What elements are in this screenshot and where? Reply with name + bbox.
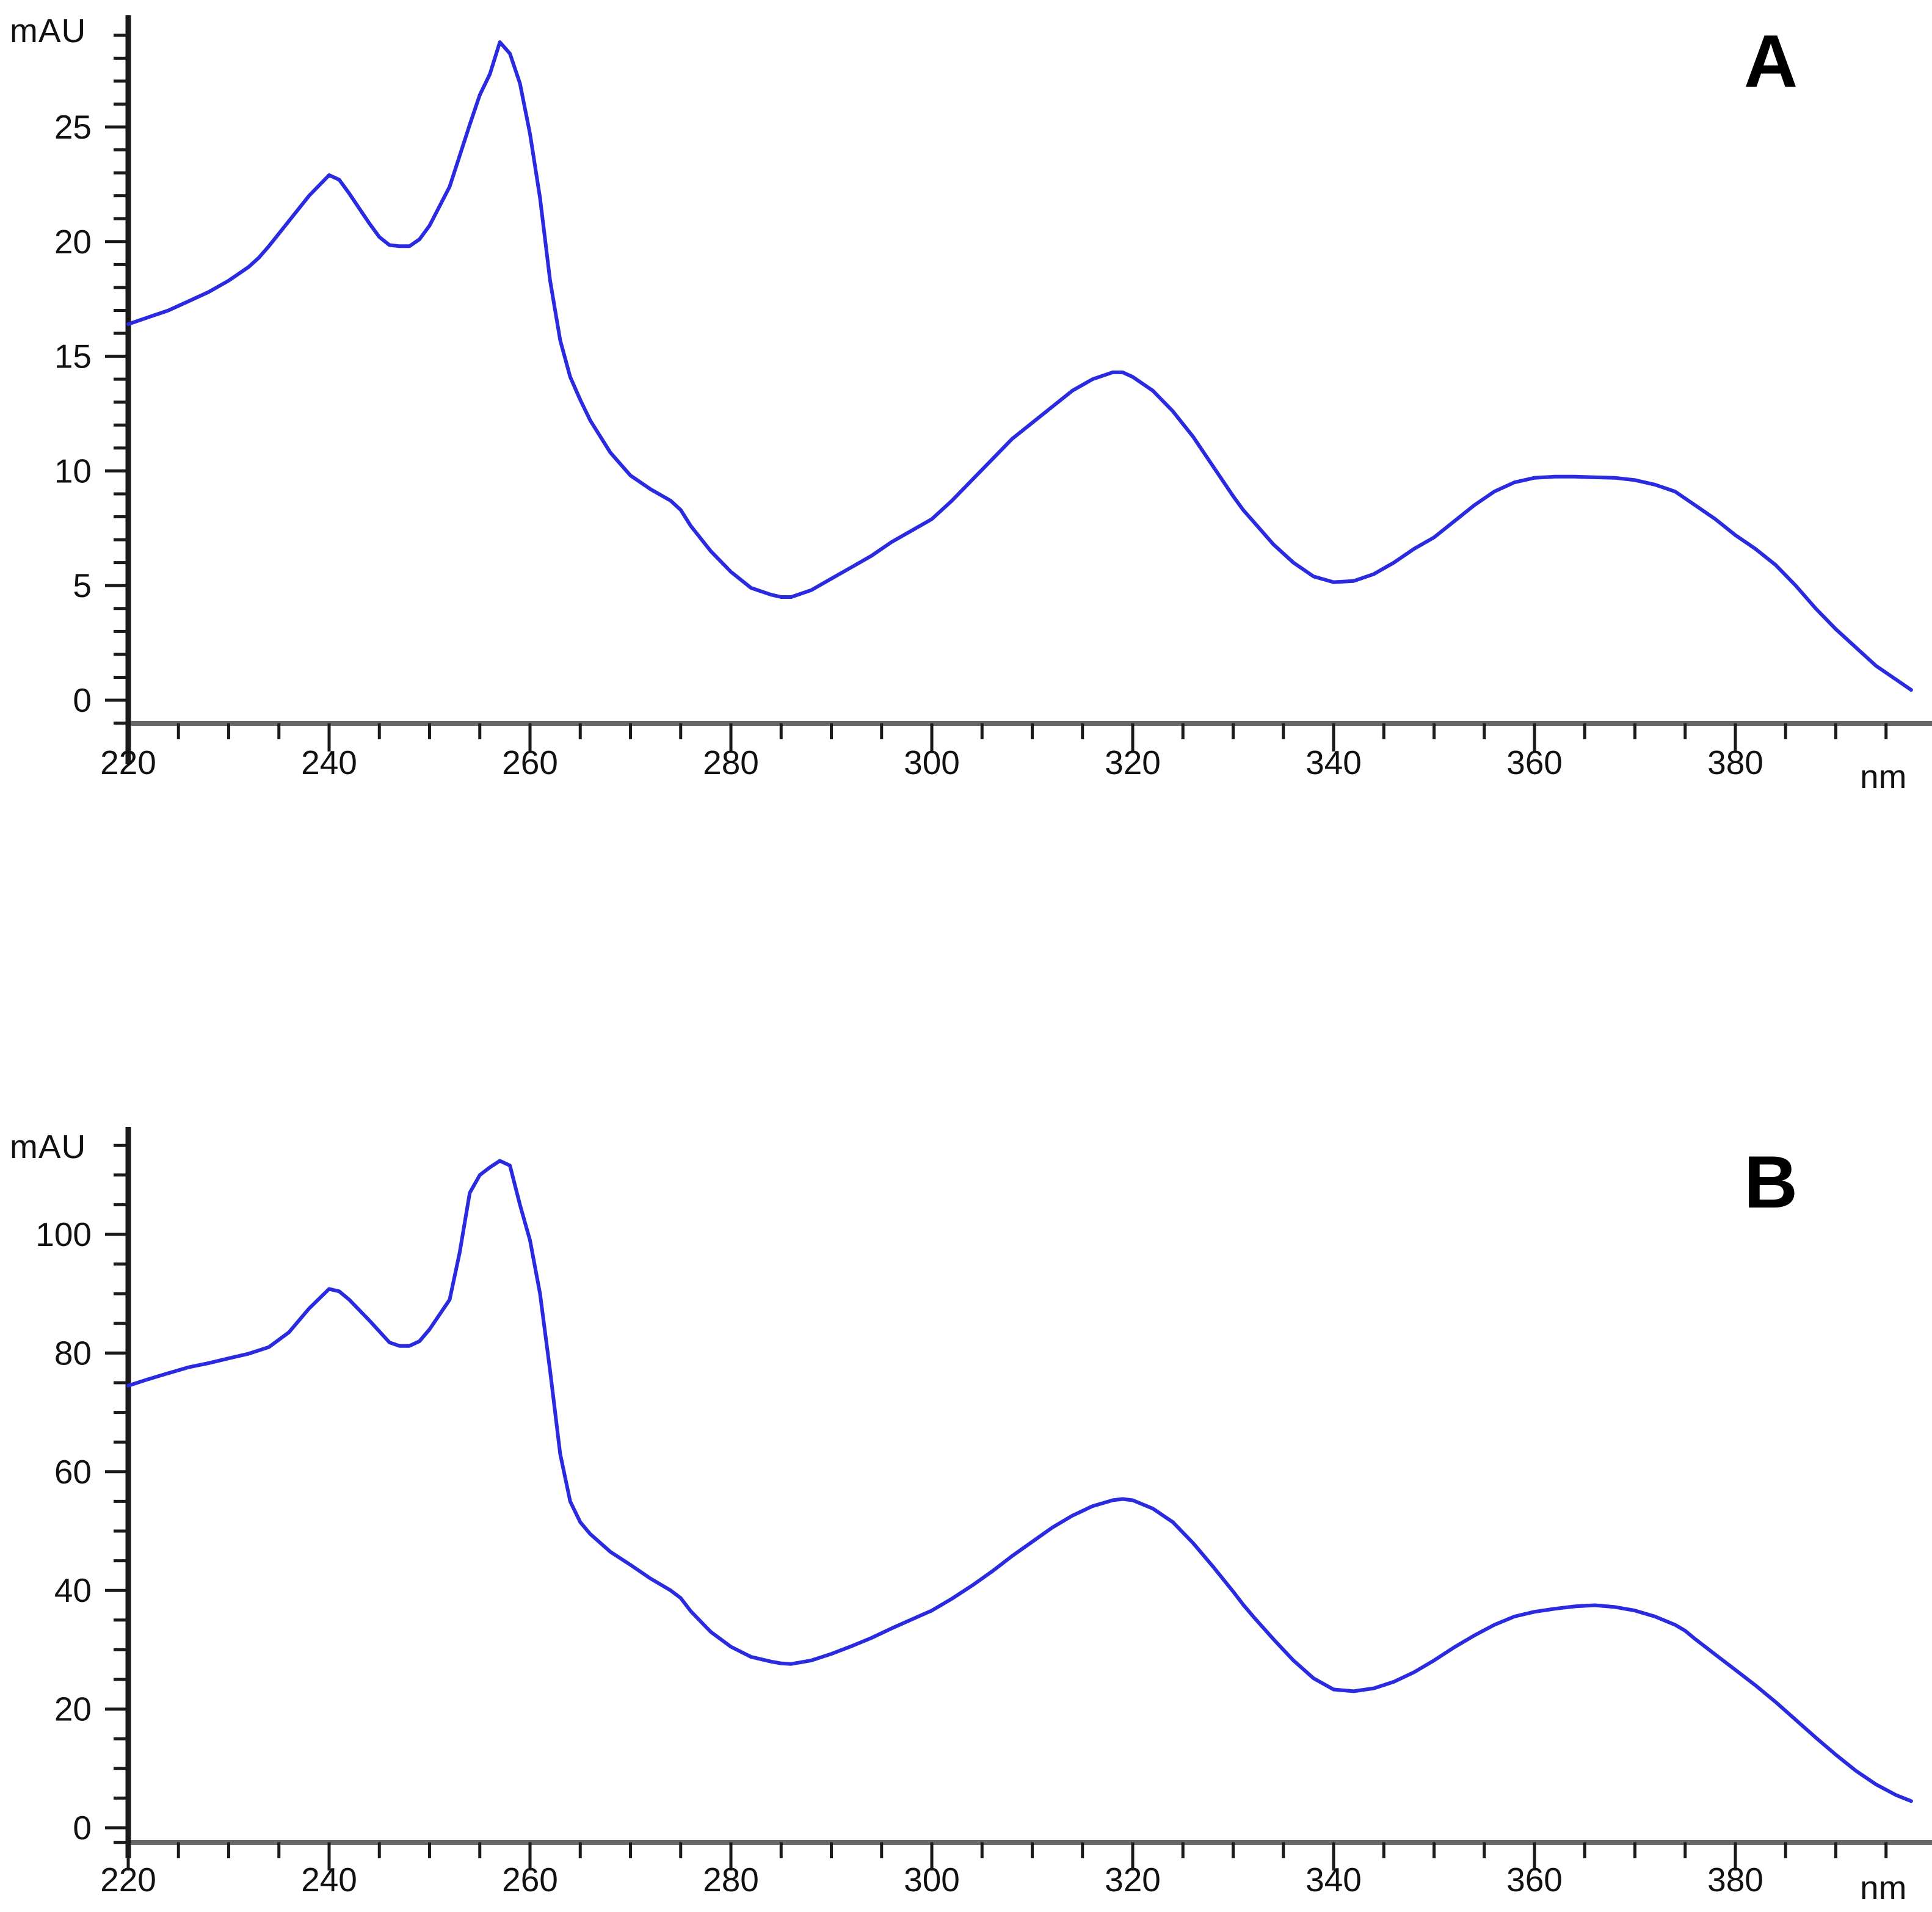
x-tick-label: 340 bbox=[1306, 744, 1362, 781]
x-tick-label: 260 bbox=[502, 744, 558, 781]
x-tick-label: 300 bbox=[904, 744, 960, 781]
spectrum-curve-b bbox=[126, 1159, 1913, 1803]
x-tick-label: 320 bbox=[1105, 744, 1161, 781]
y-tick-label: 0 bbox=[73, 681, 92, 719]
x-tick-label: 320 bbox=[1105, 1861, 1161, 1899]
y-tick-label: 60 bbox=[54, 1453, 92, 1491]
panel-label-b: B bbox=[1744, 1140, 1798, 1223]
x-tick-label: 360 bbox=[1506, 1861, 1563, 1899]
y-tick-label: 25 bbox=[54, 108, 92, 146]
x-tick-label: 220 bbox=[100, 1861, 156, 1899]
y-tick-label: 15 bbox=[54, 338, 92, 375]
x-tick-label: 300 bbox=[904, 1861, 960, 1899]
y-tick-label: 5 bbox=[73, 567, 92, 604]
x-tick-label: 220 bbox=[100, 744, 156, 781]
x-tick-label: 360 bbox=[1506, 744, 1563, 781]
spectrum-panel-a: 220 240 260 280 300 320 340 360 380 0 5 10 15 20 25 mA… bbox=[10, 12, 1932, 795]
x-axis-unit-label-b: nm bbox=[1860, 1869, 1907, 1907]
y-tick-label: 100 bbox=[35, 1215, 92, 1253]
x-tick-label: 260 bbox=[502, 1861, 558, 1899]
x-tick-label: 280 bbox=[703, 744, 759, 781]
x-axis-unit-label-a: nm bbox=[1860, 758, 1907, 795]
spectrum-plot-b: 220 240 260 280 300 320 340 360 380 0 20 40 60 80 100 bbox=[35, 1127, 1932, 1899]
x-tick-label: 380 bbox=[1707, 744, 1763, 781]
y-axis-unit-label-a: mAU bbox=[10, 12, 87, 49]
y-tick-label: 0 bbox=[73, 1809, 92, 1847]
panel-label-a: A bbox=[1744, 20, 1798, 103]
y-tick-label: 20 bbox=[54, 223, 92, 261]
spectrum-curve-a bbox=[126, 40, 1913, 692]
x-tick-label: 380 bbox=[1707, 1861, 1763, 1899]
spectrum-plot-a: 220 240 260 280 300 320 340 360 380 0 5 10 15 20 25 bbox=[54, 15, 1932, 781]
x-tick-label: 340 bbox=[1306, 1861, 1362, 1899]
x-tick-label: 240 bbox=[301, 744, 357, 781]
y-tick-label: 80 bbox=[54, 1334, 92, 1372]
spectrum-panel-b: 220 240 260 280 300 320 340 360 380 0 20 40 60 80 100 … bbox=[0, 956, 1932, 1912]
y-tick-label: 40 bbox=[54, 1571, 92, 1609]
x-tick-label: 240 bbox=[301, 1861, 357, 1899]
x-tick-label: 280 bbox=[703, 1861, 759, 1899]
y-axis-unit-label-b: mAU bbox=[10, 1128, 87, 1165]
y-tick-label: 20 bbox=[54, 1690, 92, 1728]
y-tick-label: 10 bbox=[54, 452, 92, 490]
